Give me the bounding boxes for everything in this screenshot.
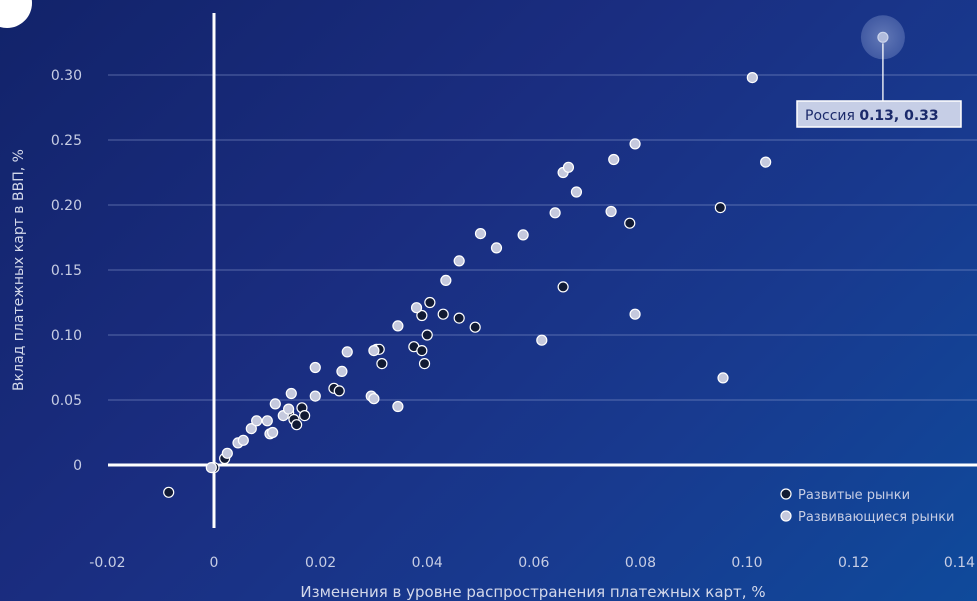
point-developed (424, 296, 436, 309)
point-emerging (245, 423, 257, 435)
point-emerging (536, 334, 548, 346)
highlight-halo (860, 15, 905, 60)
data-points (163, 31, 889, 498)
point-emerging (368, 393, 380, 405)
point-emerging (605, 205, 617, 218)
x-tick-label: -0.02 (89, 555, 125, 571)
point-emerging (629, 308, 641, 320)
point-emerging (309, 390, 321, 402)
point-developed (416, 309, 428, 322)
point-developed (714, 202, 726, 214)
tick-labels: 0 0.05 0.10 0.15 0.20 0.25 0.30 -0.02 0 0.02 0.04 0… (51, 68, 975, 571)
point-emerging (562, 161, 575, 173)
point-emerging (251, 415, 263, 427)
point-emerging (285, 387, 297, 400)
legend-label: Развитые рынки (798, 488, 910, 503)
point-emerging (261, 415, 273, 427)
legend-marker (780, 488, 792, 500)
x-tick-label: 0.08 (625, 555, 656, 571)
point-emerging (608, 153, 620, 166)
point-developed (376, 358, 388, 370)
x-tick-label: 0.04 (412, 555, 443, 571)
point-developed (437, 308, 449, 320)
annotation-country: Россия (805, 108, 859, 124)
point-emerging (570, 186, 583, 198)
y-tick-label: 0.10 (51, 328, 82, 344)
x-tick-label: 0 (210, 555, 219, 571)
point-developed (453, 312, 465, 324)
point-developed (291, 419, 303, 431)
point-emerging (336, 365, 348, 377)
axes (108, 13, 977, 528)
point-emerging (221, 447, 233, 459)
point-emerging (267, 426, 279, 439)
point-developed (418, 358, 431, 370)
legend-label: Развивающиеся рынки (798, 510, 955, 525)
y-tick-label: 0.20 (51, 198, 82, 214)
annotation-value: 0.13, 0.33 (859, 108, 938, 124)
y-tick-label: 0.25 (51, 133, 82, 149)
y-tick-label: 0.05 (51, 393, 82, 409)
point-developed (333, 385, 345, 397)
point-emerging (629, 138, 641, 150)
y-axis-label: Вклад платежных карт в ВВП, % (11, 149, 27, 391)
point-developed (557, 281, 569, 293)
x-tick-label: 0.12 (838, 555, 869, 571)
y-tick-label: 0.30 (51, 68, 82, 84)
point-emerging (237, 434, 249, 446)
point-developed (163, 486, 175, 498)
point-emerging (717, 372, 729, 384)
point-emerging (283, 403, 295, 415)
point-emerging (341, 346, 353, 358)
point-emerging (309, 361, 321, 374)
y-tick-label: 0.15 (51, 263, 82, 279)
legend: Развитые рынки Развивающиеся рынки (780, 488, 955, 525)
point-developed (469, 321, 481, 333)
annotation: Россия 0.13, 0.33 (796, 15, 962, 128)
point-emerging (392, 320, 404, 332)
point-emerging (760, 156, 772, 168)
point-emerging (490, 242, 503, 254)
point-emerging (746, 71, 758, 84)
annotation-box (796, 100, 962, 128)
point-emerging (205, 462, 217, 474)
x-tick-label: 0.06 (518, 555, 549, 571)
point-developed (421, 329, 433, 341)
y-tick-label: 0 (73, 458, 82, 474)
point-emerging (368, 345, 380, 357)
legend-marker (780, 510, 792, 522)
point-emerging (392, 400, 404, 413)
point-developed (416, 345, 428, 357)
x-axis-label: Изменения в уровне распространения плате… (300, 583, 765, 601)
x-tick-label: 0.14 (944, 555, 975, 571)
point-emerging (549, 207, 561, 219)
point-developed (624, 217, 636, 229)
point-emerging (474, 228, 487, 240)
annotation-label: Россия 0.13, 0.33 (805, 108, 939, 124)
point-emerging (269, 398, 281, 410)
point-emerging (410, 302, 423, 314)
point-emerging (453, 255, 465, 267)
x-tick-label: 0.02 (305, 555, 336, 571)
x-tick-label: 0.10 (731, 555, 762, 571)
point-emerging (517, 229, 529, 241)
point-emerging (440, 274, 452, 286)
point-developed (299, 410, 311, 422)
